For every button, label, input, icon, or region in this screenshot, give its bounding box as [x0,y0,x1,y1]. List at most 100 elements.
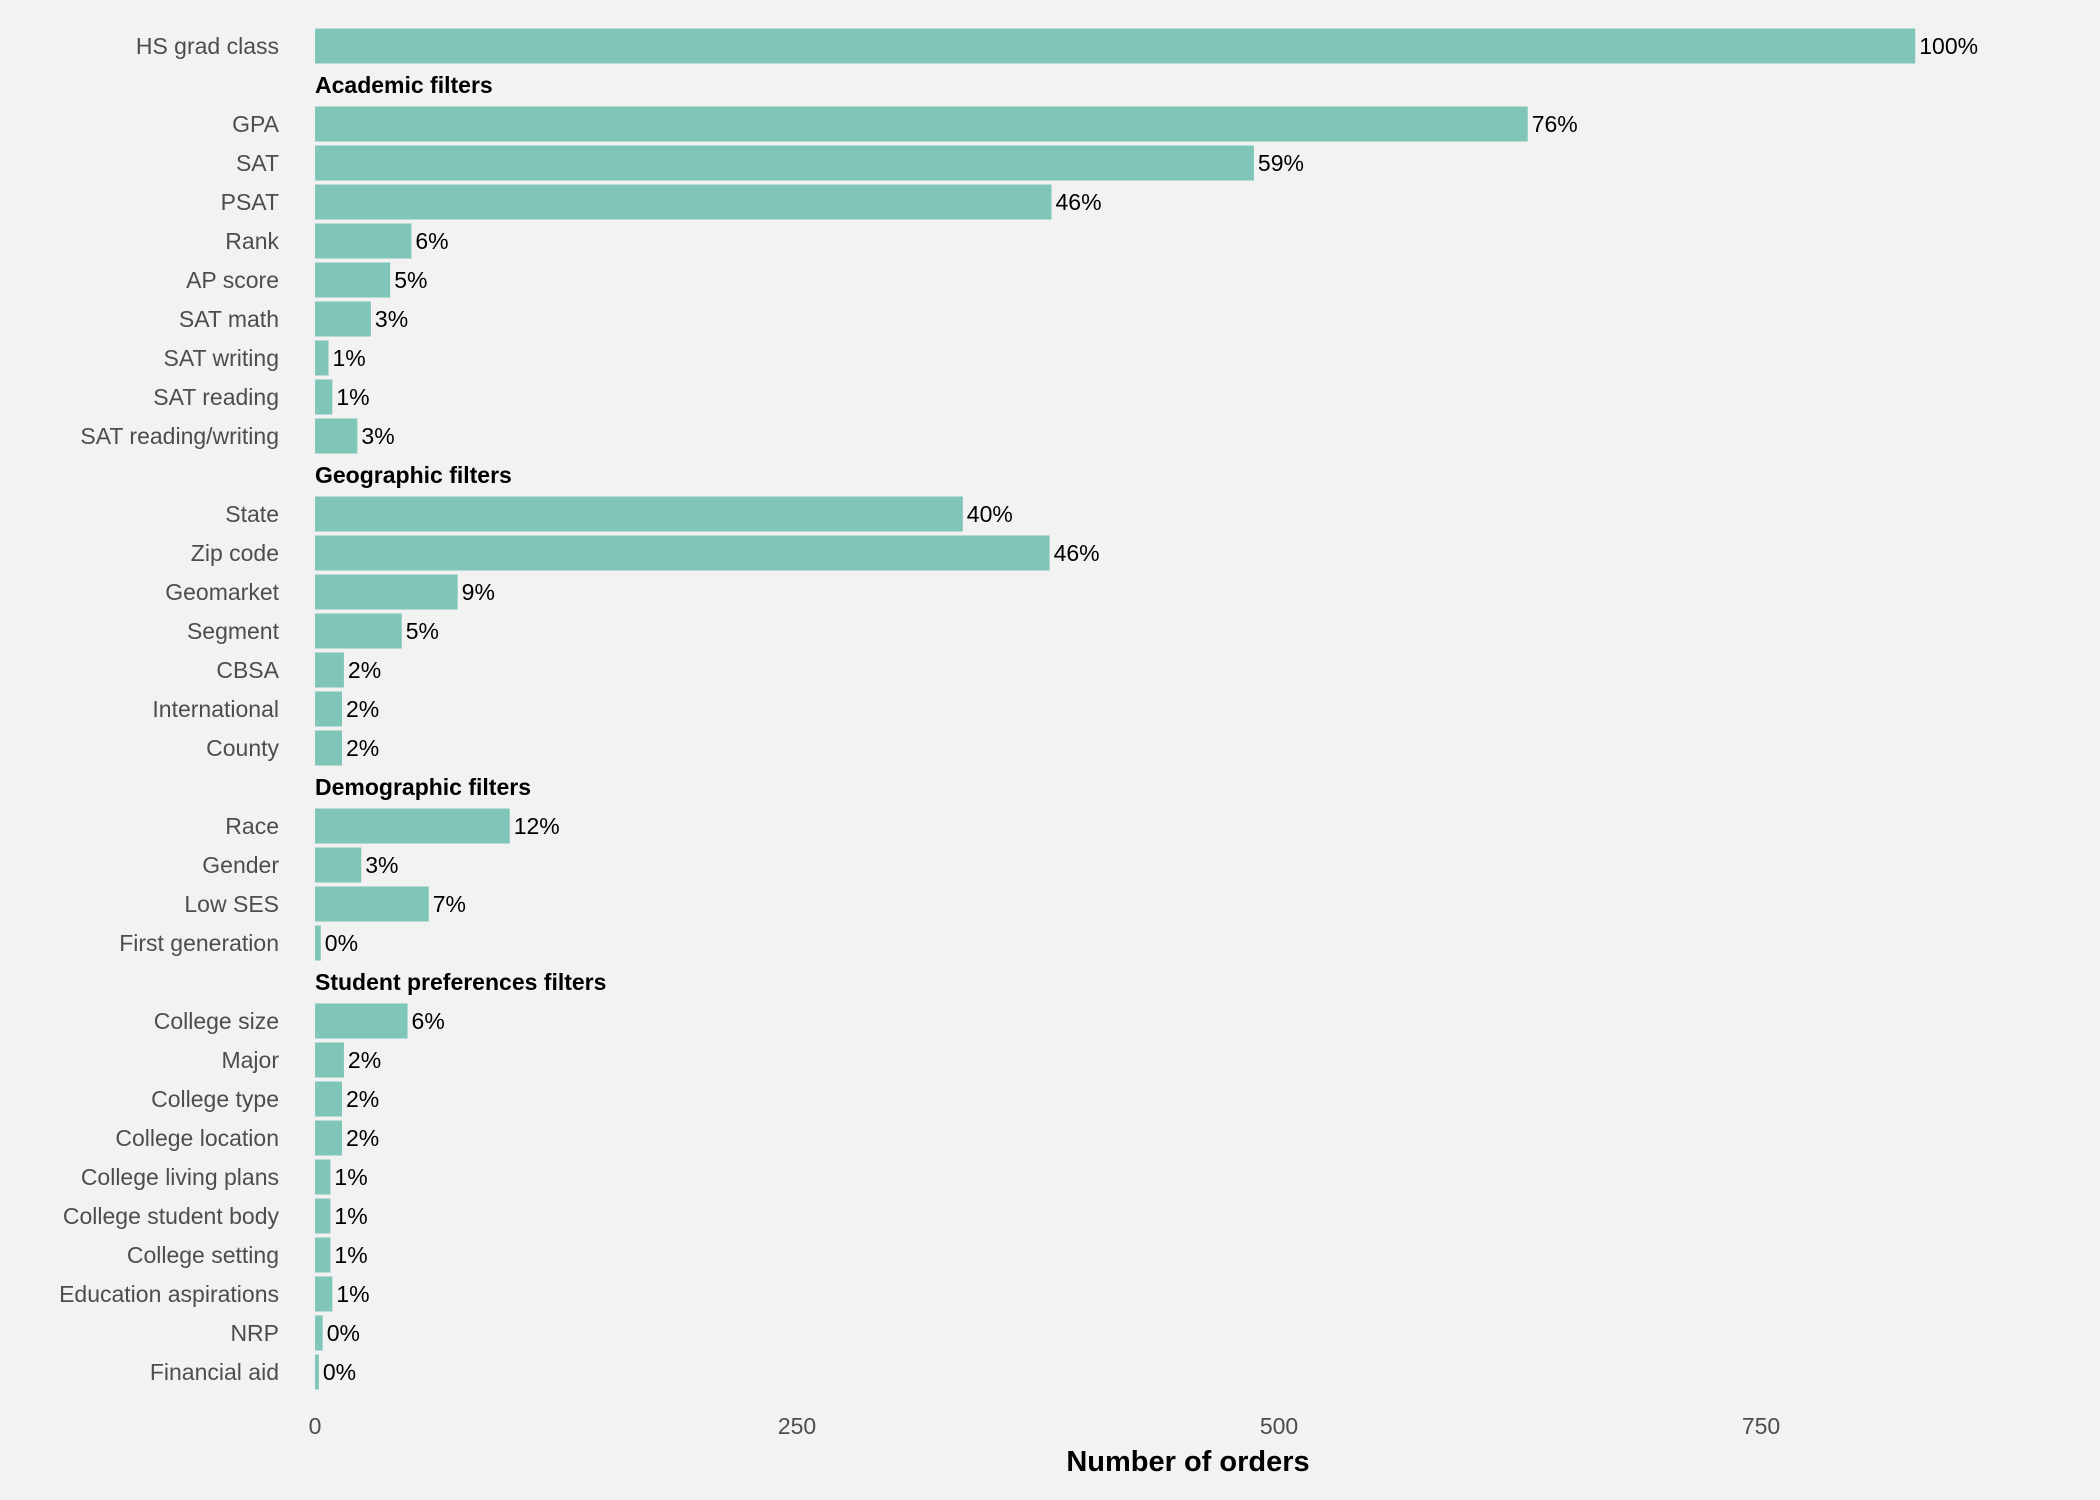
category-label-state: State [225,501,279,527]
data-label-psat: 46% [1055,189,1101,215]
category-label-college-location: College location [115,1125,279,1151]
group-header-geographic-filters: Geographic filters [315,462,512,488]
category-label-geomarket: Geomarket [165,579,279,605]
bar-education-aspirations [315,1276,333,1312]
bar-college-living-plans [315,1159,331,1195]
bar-row-sat: SAT 59% [236,145,1304,181]
bar-row-hs-grad-class: HS grad class 100% [136,28,1978,64]
bar-row-college-size: College size 6% [154,1003,445,1039]
bar-row-gpa: GPA 76% [232,106,1578,142]
bar-row-zip-code: Zip code 46% [191,535,1100,571]
data-label-college-type: 2% [346,1086,379,1112]
bar-row-major: Major 2% [221,1042,381,1078]
x-axis-title: Number of orders [1066,1446,1309,1478]
x-tick-label-250: 250 [778,1413,816,1439]
x-tick-label-0: 0 [309,1413,322,1439]
bar-row-segment: Segment 5% [187,613,439,649]
bar-row-education-aspirations: Education aspirations 1% [59,1276,370,1312]
bar-college-size [315,1003,408,1039]
category-label-county: County [206,735,279,761]
data-label-nrp: 0% [327,1320,360,1346]
data-label-cbsa: 2% [348,657,381,683]
data-label-hs-grad-class: 100% [1919,33,1978,59]
bar-sat-writing [315,340,329,376]
category-label-sat-math: SAT math [179,306,279,332]
group-header-demographic-filters: Demographic filters [315,774,531,800]
bar-row-state: State 40% [225,496,1013,532]
data-label-gpa: 76% [1532,111,1578,137]
bar-sat-reading [315,379,333,415]
category-label-hs-grad-class: HS grad class [136,33,279,59]
category-label-college-student-body: College student body [63,1203,280,1229]
data-label-sat-reading-writing: 3% [361,423,394,449]
category-label-zip-code: Zip code [191,540,279,566]
category-label-college-living-plans: College living plans [81,1164,279,1190]
bar-row-sat-reading-writing: SAT reading/writing 3% [80,418,395,454]
bar-college-setting [315,1237,331,1273]
data-label-rank: 6% [415,228,448,254]
bar-ap-score [315,262,391,298]
chart-rows: HS grad class 100% Academic filters GPA 76% S… [59,28,1978,1390]
bar-gpa [315,106,1528,142]
data-label-segment: 5% [406,618,439,644]
category-label-international: International [152,696,279,722]
category-label-low-ses: Low SES [184,891,279,917]
bar-county [315,730,342,766]
bar-row-college-living-plans: College living plans 1% [81,1159,368,1195]
group-header-student-preferences-filters: Student preferences filters [315,969,606,995]
category-label-sat-writing: SAT writing [164,345,279,371]
bar-zip-code [315,535,1050,571]
bar-row-first-generation: First generation 0% [119,925,358,961]
x-axis-ticks: 0 250 500 750 [309,1413,1781,1439]
category-label-college-size: College size [154,1008,279,1034]
category-label-race: Race [225,813,279,839]
data-label-sat-writing: 1% [332,345,365,371]
bar-row-race: Race 12% [225,808,560,844]
bar-row-psat: PSAT 46% [221,184,1102,220]
bar-cbsa [315,652,344,688]
data-label-geomarket: 9% [462,579,495,605]
bar-financial-aid [315,1354,319,1390]
data-label-low-ses: 7% [433,891,466,917]
data-label-sat-math: 3% [375,306,408,332]
data-label-county: 2% [346,735,379,761]
data-label-state: 40% [967,501,1013,527]
data-label-major: 2% [348,1047,381,1073]
group-header-academic-filters: Academic filters [315,72,493,98]
bar-row-nrp: NRP 0% [230,1315,360,1351]
x-tick-label-750: 750 [1742,1413,1780,1439]
x-tick-label-500: 500 [1260,1413,1298,1439]
data-label-college-size: 6% [412,1008,445,1034]
bar-segment [315,613,402,649]
data-label-education-aspirations: 1% [336,1281,369,1307]
category-label-cbsa: CBSA [216,657,279,683]
data-label-ap-score: 5% [394,267,427,293]
category-label-college-setting: College setting [127,1242,279,1268]
bar-row-college-student-body: College student body 1% [63,1198,368,1234]
bar-geomarket [315,574,458,610]
category-label-psat: PSAT [221,189,279,215]
bar-row-cbsa: CBSA 2% [216,652,381,688]
category-label-education-aspirations: Education aspirations [59,1281,279,1307]
bar-hs-grad-class [315,28,1916,64]
bar-row-sat-writing: SAT writing 1% [164,340,366,376]
bar-row-rank: Rank 6% [225,223,449,259]
category-label-major: Major [221,1047,279,1073]
bar-sat-math [315,301,371,337]
data-label-financial-aid: 0% [323,1359,356,1385]
category-label-segment: Segment [187,618,280,644]
bar-first-generation [315,925,321,961]
bar-row-geomarket: Geomarket 9% [165,574,495,610]
category-label-rank: Rank [225,228,279,254]
category-label-college-type: College type [151,1086,279,1112]
data-label-sat: 59% [1258,150,1304,176]
category-label-gender: Gender [202,852,279,878]
bar-row-low-ses: Low SES 7% [184,886,466,922]
category-label-sat: SAT [236,150,279,176]
bar-rank [315,223,412,259]
bar-college-type [315,1081,342,1117]
bar-row-college-type: College type 2% [151,1081,379,1117]
bar-major [315,1042,344,1078]
